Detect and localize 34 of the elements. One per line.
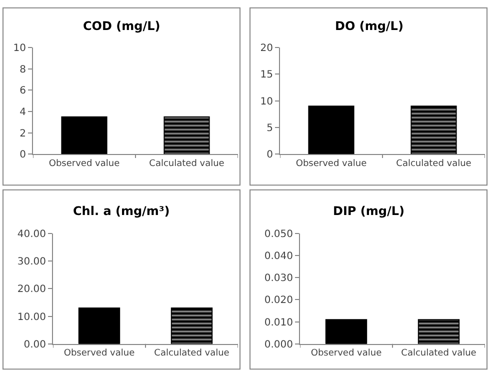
y-tick-label: 10: [260, 96, 273, 108]
y-tick-label: 0.00: [24, 339, 46, 350]
x-tick-label: Observed value: [296, 158, 368, 169]
y-tick-label: 5: [266, 122, 273, 134]
y-tick-label: 0.040: [264, 251, 293, 262]
y-tick-label: 0: [266, 150, 273, 161]
y-tick-label: 2: [20, 128, 26, 140]
y-tick-label: 4: [20, 107, 26, 118]
chart-title: COD (mg/L): [83, 19, 160, 33]
x-tick-label: Calculated value: [154, 348, 230, 359]
y-tick-label: 10: [13, 43, 26, 54]
y-tick-label: 0.030: [264, 273, 293, 284]
chart-title: Chl. a (mg/m³): [73, 204, 170, 218]
y-tick-label: 20: [260, 43, 273, 54]
y-tick-label: 30.00: [17, 256, 46, 268]
x-tick-label: Observed value: [48, 158, 120, 169]
y-tick-label: 0: [20, 150, 26, 161]
x-tick-label: Observed value: [310, 348, 382, 359]
y-tick-label: 0.000: [264, 339, 293, 350]
y-tick-label: 6: [20, 86, 26, 97]
chart-title: DO (mg/L): [335, 19, 404, 33]
y-tick-label: 10.00: [17, 312, 46, 323]
chart-title: DIP (mg/L): [333, 204, 404, 218]
x-tick-label: Observed value: [64, 348, 136, 359]
y-tick-label: 40.00: [17, 229, 46, 240]
y-tick-label: 20.00: [17, 284, 46, 296]
x-tick-label: Calculated value: [396, 158, 472, 169]
x-tick-label: Calculated value: [149, 158, 225, 169]
y-tick-label: 8: [20, 64, 26, 76]
y-tick-label: 0.020: [264, 295, 293, 306]
x-tick-label: Calculated value: [401, 348, 477, 359]
y-tick-label: 0.010: [264, 317, 293, 328]
y-tick-label: 0.050: [264, 229, 293, 240]
y-tick-label: 15: [260, 70, 273, 81]
